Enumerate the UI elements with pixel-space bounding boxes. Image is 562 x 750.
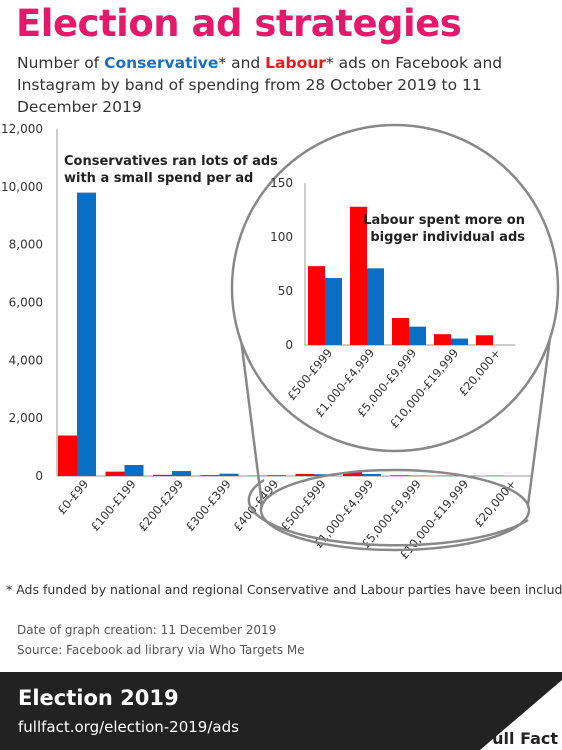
inset-bar-labour (350, 206, 367, 345)
annotation-labour: Labour spent more on bigger individual ad… (363, 213, 525, 245)
annotation-line: with a small spend per ad (64, 171, 253, 186)
bar-conservative (267, 475, 286, 476)
annotation-conservative: Conservatives ran lots of ads with a smal… (64, 154, 278, 186)
inset-y-tick-label: 100 (270, 230, 293, 244)
bar-labour (295, 473, 315, 476)
bar-labour (200, 475, 220, 476)
x-tick-label: £20,000+ (471, 477, 518, 530)
bar-labour (343, 472, 362, 476)
inset-bar-conservative (409, 326, 426, 345)
footer-banner: Election 2019 fullfact.org/election-2019… (0, 672, 562, 750)
bar-labour (58, 435, 77, 476)
bar-labour (153, 474, 172, 476)
inset-bar-labour (392, 318, 409, 345)
footer-url[interactable]: fullfact.org/election-2019/ads (18, 718, 239, 736)
y-tick-label: 0 (35, 469, 43, 483)
y-tick-label: 6,000 (9, 296, 43, 310)
x-tick-label: £0-£99 (54, 477, 91, 517)
inset-bar-labour (308, 266, 325, 345)
y-tick-label: 12,000 (1, 122, 43, 136)
footnote: * Ads funded by national and regional Co… (6, 582, 562, 597)
full-fact-logo-text: Full Fact (482, 729, 558, 748)
subtitle-mid: * and (218, 54, 266, 72)
bar-conservative (219, 473, 239, 476)
subtitle-conservative: Conservative (104, 54, 219, 72)
y-tick-label: 4,000 (9, 353, 43, 367)
chart-area: 02,0004,0006,0008,00010,00012,000£0-£99£… (1, 122, 560, 562)
annotation-line: Labour spent more on (363, 213, 525, 228)
y-tick-label: 10,000 (1, 180, 43, 194)
full-fact-logo-icon (480, 680, 562, 750)
inset-bar-labour (476, 335, 493, 345)
x-tick-label: £500-£999 (278, 477, 329, 534)
inset-y-tick-label: 0 (285, 338, 293, 352)
zoom-ellipse (259, 468, 531, 552)
subtitle-pre: Number of (17, 54, 105, 72)
bar-conservative (77, 192, 96, 476)
chart-subtitle: Number of Conservative* and Labour* ads … (17, 52, 547, 118)
annotation-line: Conservatives ran lots of ads (64, 154, 278, 169)
zoom-circle (230, 123, 560, 453)
bar-conservative (124, 465, 144, 476)
zoom-ellipse-arc (247, 478, 529, 547)
inset-y-tick-label: 150 (270, 176, 293, 190)
y-tick-label: 2,000 (9, 411, 43, 425)
subtitle-labour: Labour (265, 54, 326, 72)
bar-labour (105, 471, 125, 476)
bar-conservative (172, 471, 191, 476)
y-tick-label: 8,000 (9, 238, 43, 252)
bar-labour (390, 475, 410, 476)
x-tick-label: £200-£299 (135, 477, 186, 534)
date-created: Date of graph creation: 11 December 2019 (17, 623, 277, 637)
subtitle-post: * ads on Facebook and Instagram by band … (17, 54, 503, 116)
x-tick-label: £100-£199 (88, 477, 139, 534)
inset-bar-labour (434, 334, 451, 345)
footer-title: Election 2019 (18, 686, 179, 710)
inset-y-tick-label: 50 (278, 284, 293, 298)
annotation-line: bigger individual ads (370, 230, 525, 245)
inset-bar-conservative (367, 268, 384, 345)
inset-bar-conservative (451, 338, 468, 345)
inset-bar-conservative (325, 278, 342, 345)
bar-conservative (362, 473, 381, 476)
source: Source: Facebook ad library via Who Targ… (17, 643, 305, 657)
chart-title: Election ad strategies (16, 2, 462, 45)
x-tick-label: £300-£399 (183, 477, 234, 534)
